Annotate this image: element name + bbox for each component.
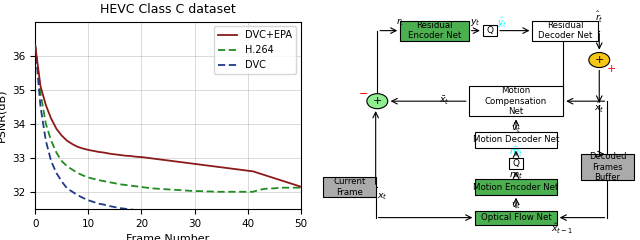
Text: $\hat{v}_t$: $\hat{v}_t$ [511, 121, 522, 135]
Title: HEVC Class C dataset: HEVC Class C dataset [100, 3, 236, 16]
H.264 [31, 44, 39, 47]
DVC [116, 207, 124, 210]
DVC [249, 219, 257, 222]
Text: $\bar{x}_t$: $\bar{x}_t$ [439, 95, 450, 107]
DVC [292, 214, 300, 216]
H.264 [116, 183, 124, 186]
Circle shape [589, 53, 610, 67]
Text: Motion
Compensation
Net: Motion Compensation Net [485, 86, 547, 116]
Text: Q: Q [486, 26, 493, 35]
DVC [111, 206, 119, 209]
DVC [90, 201, 97, 204]
Circle shape [367, 94, 388, 109]
Text: Q: Q [513, 159, 520, 168]
X-axis label: Frame Number: Frame Number [126, 234, 210, 240]
DVC+EPA [111, 153, 119, 156]
DVC [297, 212, 305, 215]
FancyBboxPatch shape [400, 21, 468, 41]
Line: H.264: H.264 [35, 45, 301, 192]
H.264 [228, 190, 236, 193]
FancyBboxPatch shape [476, 210, 557, 225]
FancyBboxPatch shape [483, 25, 497, 36]
Text: Motion Decoder Net: Motion Decoder Net [473, 136, 559, 144]
Line: DVC+EPA: DVC+EPA [35, 45, 301, 187]
Text: $+$: $+$ [606, 63, 616, 74]
DVC+EPA [292, 184, 300, 186]
Text: $-$: $-$ [358, 87, 369, 97]
FancyBboxPatch shape [532, 21, 598, 41]
Text: $\hat{x}_t$: $\hat{x}_t$ [594, 101, 605, 115]
FancyBboxPatch shape [468, 86, 563, 116]
Text: +: + [595, 55, 604, 65]
Legend: DVC+EPA, H.264, DVC: DVC+EPA, H.264, DVC [214, 26, 296, 74]
DVC+EPA [90, 150, 97, 152]
H.264 [111, 182, 119, 185]
Text: Residual
Encoder Net: Residual Encoder Net [408, 21, 461, 40]
DVC+EPA [297, 185, 305, 188]
DVC [31, 44, 39, 47]
H.264 [90, 177, 97, 180]
Text: Current
Frame: Current Frame [333, 177, 365, 197]
DVC+EPA [223, 167, 230, 169]
H.264 [297, 186, 305, 189]
FancyBboxPatch shape [509, 158, 524, 169]
Line: DVC: DVC [35, 45, 301, 221]
H.264 [212, 190, 220, 193]
Text: $\hat{m}_t$: $\hat{m}_t$ [509, 145, 523, 159]
Text: +: + [372, 96, 382, 106]
Text: $y_t$: $y_t$ [470, 17, 481, 28]
Text: $m_t$: $m_t$ [509, 170, 523, 181]
Text: $\hat{x}_{t-1}$: $\hat{x}_{t-1}$ [550, 222, 573, 236]
Text: $\hat{y}_t$: $\hat{y}_t$ [497, 15, 508, 30]
DVC+EPA [31, 44, 39, 47]
FancyBboxPatch shape [581, 154, 634, 180]
Text: $v_t$: $v_t$ [511, 201, 521, 211]
Text: Optical Flow Net: Optical Flow Net [481, 213, 552, 222]
Text: $\hat{r}_t$: $\hat{r}_t$ [595, 10, 604, 25]
Text: $x_t$: $x_t$ [377, 192, 388, 202]
Text: Motion Encoder Net: Motion Encoder Net [474, 183, 559, 192]
Text: $r_t$: $r_t$ [396, 17, 404, 28]
FancyBboxPatch shape [476, 132, 557, 148]
FancyBboxPatch shape [476, 179, 557, 195]
FancyBboxPatch shape [323, 177, 376, 197]
DVC+EPA [207, 164, 214, 167]
DVC+EPA [116, 154, 124, 156]
DVC [207, 216, 214, 219]
Text: Decoded
Frames
Buffer: Decoded Frames Buffer [589, 152, 626, 182]
H.264 [292, 186, 300, 189]
Text: Residual
Decoder Net: Residual Decoder Net [538, 21, 592, 40]
H.264 [207, 190, 214, 193]
DVC [223, 218, 230, 221]
Y-axis label: PSNR(dB): PSNR(dB) [0, 89, 6, 142]
